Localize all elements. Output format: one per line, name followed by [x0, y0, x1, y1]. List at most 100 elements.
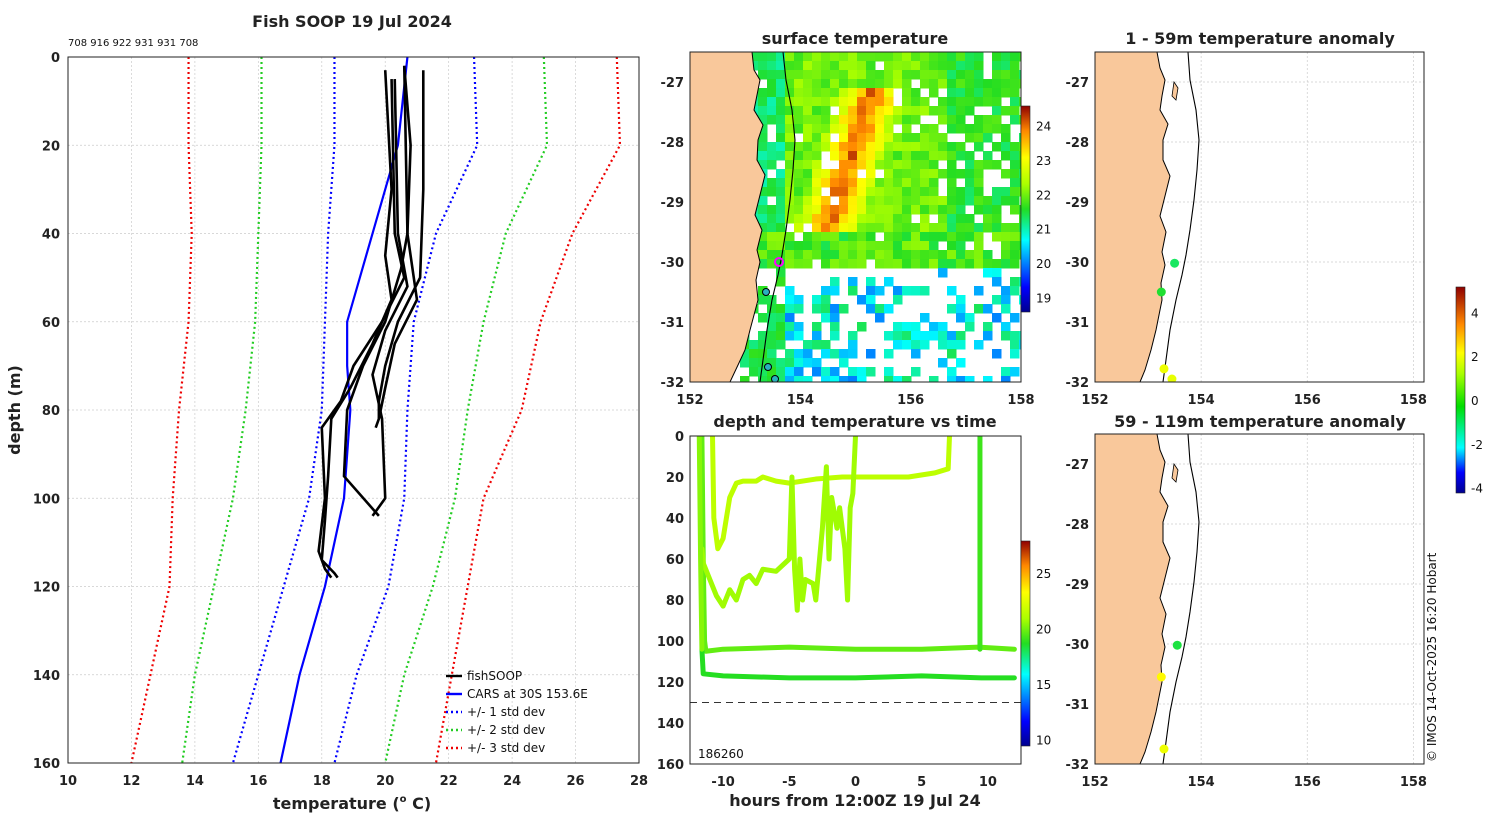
sst-cell [776, 133, 786, 143]
profile-x-ticks: 10 12 14 16 18 20 22 24 26 28 [59, 774, 648, 789]
sst-cell [785, 169, 795, 179]
sst-cell [974, 124, 984, 134]
sst-cell [1001, 259, 1011, 269]
sst-cell [875, 142, 885, 152]
sst-cell [983, 331, 993, 341]
sst-cell [839, 250, 849, 260]
sst-cell [1001, 241, 1011, 251]
sst-cell [920, 97, 930, 107]
sst-cell [983, 79, 993, 89]
sst-cell [767, 88, 777, 98]
sst-cell [812, 133, 822, 143]
sst-cell [974, 70, 984, 80]
sst-cell [776, 205, 786, 215]
sst-cell [767, 331, 777, 341]
sst-cell [839, 376, 849, 382]
sst-cell [857, 376, 867, 382]
sst-cell [803, 241, 813, 251]
sst-x-tick-label: 154 [787, 393, 814, 408]
sst-cell [1001, 169, 1011, 179]
sst-cell [848, 61, 858, 71]
sst-cell [785, 358, 795, 368]
sst-cell [965, 169, 975, 179]
profile-line-fish4 [342, 65, 412, 517]
sst-cell [974, 205, 984, 215]
sst-cell [947, 124, 957, 134]
sst-cell [1010, 349, 1020, 359]
sst-cell [848, 232, 858, 242]
sst-cell [902, 376, 912, 382]
sst-cell [875, 160, 885, 170]
sst-cell [965, 151, 975, 161]
sst-cell [785, 142, 795, 152]
sst-cell [992, 187, 1002, 197]
sst-cell [830, 151, 840, 161]
sst-cell [848, 142, 858, 152]
sst-land [690, 52, 766, 382]
sst-cell [866, 124, 876, 134]
sst-map-ticks: 152 154 156 158 -27 -28 -29 -30 -31 -32 [661, 76, 1035, 408]
sst-cell [758, 367, 768, 377]
sst-cell [803, 340, 813, 350]
sst-cell [794, 160, 804, 170]
sst-cell [938, 142, 948, 152]
sst-cell [929, 205, 939, 215]
sst-cell [821, 142, 831, 152]
sst-cell [830, 286, 840, 296]
sst-cell [974, 52, 984, 62]
sst-cell [875, 133, 885, 143]
credit-text: © IMOS 14-Oct-2025 16:20 Hobart [1425, 552, 1439, 762]
sst-cell [965, 178, 975, 188]
sst-cell [902, 187, 912, 197]
sst-cell [920, 79, 930, 89]
sst-cell [956, 232, 966, 242]
sst-cell [821, 88, 831, 98]
sst-colorbar-tick-label: 21 [1036, 223, 1051, 237]
sst-cell [893, 160, 903, 170]
sst-cell [776, 223, 786, 233]
profile-y-tick-label: 80 [42, 404, 60, 419]
sst-cell [902, 61, 912, 71]
sst-cell [884, 187, 894, 197]
sst-cell [884, 169, 894, 179]
sst-cell [821, 313, 831, 323]
sst-cell [974, 97, 984, 107]
profile-legend: fishSOOP CARS at 30S 153.6E +/- 1 std dev +… [446, 669, 588, 755]
sst-cell [920, 70, 930, 80]
sst-cell [911, 331, 921, 341]
sst-cell [830, 169, 840, 179]
sst-cell [830, 250, 840, 260]
sst-cell [929, 178, 939, 188]
sst-cell [857, 115, 867, 125]
anomaly-shallow-x-tick-label: 156 [1294, 393, 1321, 408]
sst-cell [830, 322, 840, 332]
anomaly-shallow-title: 1 - 59m temperature anomaly [1125, 29, 1395, 48]
sst-cell [776, 97, 786, 107]
sst-cell [1010, 196, 1020, 206]
sst-cell [1019, 169, 1021, 179]
anomaly-shallow-x-tick-label: 154 [1188, 393, 1215, 408]
sst-cell [983, 214, 993, 224]
sst-cell [893, 223, 903, 233]
sst-cell [920, 178, 930, 188]
sst-cell [767, 160, 777, 170]
sst-cell [884, 160, 894, 170]
sst-cell [902, 205, 912, 215]
sst-cell [929, 169, 939, 179]
profile-x-tick-label: 22 [440, 774, 458, 789]
sst-station-marker [771, 375, 779, 382]
profile-line-minus1 [231, 57, 336, 764]
sst-cell [929, 376, 939, 382]
sst-cell [785, 250, 795, 260]
sst-cell [992, 196, 1002, 206]
sst-cell [992, 124, 1002, 134]
sst-cell [974, 340, 984, 350]
sst-cell [902, 331, 912, 341]
time-track [710, 436, 953, 552]
sst-shelf-contour [759, 52, 796, 382]
sst-cell [1001, 286, 1011, 296]
anomaly-deep-y-tick-label: -28 [1066, 518, 1090, 533]
sst-cell [911, 232, 921, 242]
sst-cell [821, 349, 831, 359]
